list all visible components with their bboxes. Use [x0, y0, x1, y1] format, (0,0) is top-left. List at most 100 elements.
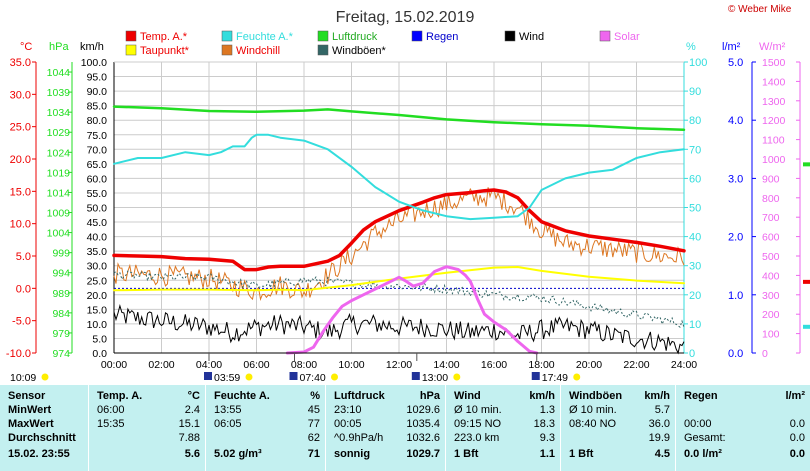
time-marker-label: 07:40: [300, 372, 326, 384]
legend-swatch: [221, 44, 233, 56]
pressure-tick-label: 1004: [47, 228, 71, 240]
table-cell-value: 62: [307, 432, 320, 444]
wind-tick-label: 95.0: [87, 72, 108, 84]
table-cell-label: ^0.9hPa/h: [334, 432, 384, 444]
temp-tick-label: -5.0: [12, 316, 31, 328]
x-tick-label: 10:00: [338, 359, 364, 371]
x-tick-label: 22:00: [623, 359, 649, 371]
wind-tick-label: 5.0: [92, 333, 107, 345]
temp-tick-label: 30.0: [10, 89, 31, 101]
legend-label: Temp. A.*: [140, 31, 188, 43]
table-header-unit: hPa: [419, 390, 440, 402]
table-cell-label: 09:15 NO: [454, 418, 502, 430]
table-cell-value: 1.3: [539, 404, 555, 416]
legend-label: Regen: [426, 31, 458, 43]
x-tick-label: 14:00: [433, 359, 459, 371]
rain-tick-label: 4.0: [728, 115, 743, 127]
table-cell-value: 7.88: [178, 432, 200, 444]
time-marker-icon: [204, 372, 212, 380]
table-cell-value: 5.6: [184, 448, 200, 460]
wind-tick-label: 35.0: [87, 246, 108, 258]
wind-tick-label: 10.0: [87, 319, 108, 331]
solar-tick-label: 0: [762, 348, 768, 360]
table-cell-value: 9.3: [539, 432, 555, 444]
temp-tick-label: 35.0: [10, 57, 31, 69]
temp-tick-label: 25.0: [10, 122, 31, 134]
wind-tick-label: 45.0: [87, 217, 108, 229]
rain-tick-label: 2.0: [728, 232, 743, 244]
table-cell-label: 1 Bft: [454, 448, 479, 460]
solar-tick-label: 300: [762, 290, 780, 302]
table-cell-value: 2.4: [184, 404, 200, 416]
pressure-tick-label: 974: [52, 348, 70, 360]
table-cell-value: 45: [307, 404, 320, 416]
series-solar: [285, 265, 539, 355]
table-cell-value: 1032.6: [406, 432, 440, 444]
table-cell-value: 4.5: [654, 448, 670, 460]
series-feuchte-a: [113, 133, 685, 221]
table-header-unit: l/m²: [785, 390, 805, 402]
pressure-tick-label: 984: [52, 308, 70, 320]
legend-swatch: [599, 30, 611, 42]
x-tick-label: 00:00: [101, 359, 127, 371]
solar-tick-label: 200: [762, 309, 780, 321]
solar-tick-label: 500: [762, 251, 780, 263]
time-marker-icon: [289, 372, 298, 380]
pressure-tick-label: 1029: [47, 127, 71, 139]
solar-tick-label: 1200: [762, 115, 786, 127]
x-tick-label: 18:00: [528, 359, 554, 371]
copyright-label: © Weber Mike: [728, 4, 792, 15]
humidity-tick-label: 40: [689, 232, 701, 244]
table-column: Windböen km/h Ø 10 min. 5.7 08:40 NO 36.0 19.9…: [560, 385, 676, 471]
pressure-tick-label: 1024: [47, 147, 71, 159]
humidity-tick-label: 60: [689, 173, 701, 185]
solar-tick-label: 700: [762, 212, 780, 224]
legend-label: Solar: [614, 31, 640, 43]
table-cell-value: 18.3: [533, 418, 555, 430]
table-cell-label: 06:05: [214, 418, 242, 430]
table-cell-value: 71: [307, 448, 320, 460]
solar-tick-label: 800: [762, 193, 780, 205]
table-cell-label: 15:35: [97, 418, 125, 430]
table-cell-label: 00:00: [684, 418, 712, 430]
pressure-tick-label: 1044: [47, 67, 71, 79]
time-marker-icon: [411, 372, 420, 380]
table-header: Wind: [454, 390, 481, 402]
humidity-tick-label: 30: [689, 261, 701, 273]
pressure-unit-label: hPa: [49, 41, 69, 53]
legend-swatch: [317, 44, 329, 56]
x-tick-label: 24:00: [671, 359, 697, 371]
legend-swatch: [504, 30, 516, 42]
table-cell-label: 06:00: [97, 404, 125, 416]
table-cell-label: MinWert: [8, 404, 52, 416]
legend-swatch: [411, 30, 423, 42]
humidity-tick-label: 80: [689, 115, 701, 127]
x-tick-label: 08:00: [291, 359, 317, 371]
wind-tick-label: 65.0: [87, 159, 108, 171]
pressure-tick-label: 1014: [47, 187, 71, 199]
solar-tick-label: 1500: [762, 57, 786, 69]
wind-tick-label: 60.0: [87, 173, 108, 185]
series-wind: [113, 303, 685, 355]
table-cell-value: 77: [307, 418, 320, 430]
humidity-unit-label: %: [686, 41, 696, 53]
sun-icon: [331, 373, 338, 381]
table-header: Sensor: [8, 390, 46, 402]
legend-label: Wind: [519, 31, 544, 43]
legend-label: Windböen*: [332, 45, 387, 57]
rain-tick-label: 0.0: [728, 348, 743, 360]
pressure-tick-label: 994: [52, 268, 70, 280]
wind-tick-label: 30.0: [87, 261, 108, 273]
wind-tick-label: 0.0: [92, 348, 107, 360]
pressure-tick-label: 979: [52, 328, 70, 340]
legend-swatch: [221, 30, 233, 42]
wind-tick-label: 100.0: [81, 57, 107, 69]
x-tick-label: 12:00: [386, 359, 412, 371]
table-cell-label: 08:40 NO: [569, 418, 617, 430]
time-marker-label: 17:49: [542, 372, 568, 384]
time-marker-icon: [531, 372, 540, 380]
legend-swatch: [125, 30, 137, 42]
table-cell-value: 15.1: [178, 418, 200, 430]
table-header: Temp. A.: [97, 390, 143, 402]
wind-tick-label: 75.0: [87, 130, 108, 142]
